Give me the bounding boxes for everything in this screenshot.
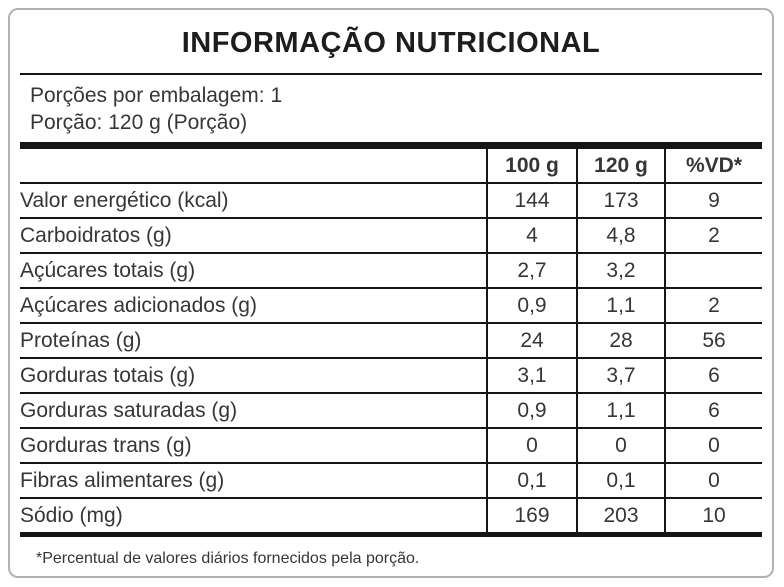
value-per-100g: 3,1 [486, 357, 577, 393]
serving-info: Porções por embalagem: 1 Porção: 120 g (… [20, 82, 762, 136]
value-per-120g: 173 [576, 182, 665, 218]
nutrition-table: 100 g 120 g %VD* Valor energético (kcal)… [20, 149, 762, 532]
nutrient-name: Carboidratos (g) [20, 217, 487, 253]
table-row-fibras-alimentares: Fibras alimentares (g) 0,1 0,1 0 [20, 462, 762, 498]
nutrient-name: Sódio (mg) [20, 497, 487, 532]
title-divider [20, 73, 762, 75]
value-percent-vd: 6 [664, 357, 762, 393]
value-per-120g: 1,1 [576, 392, 665, 428]
nutrient-name: Valor energético (kcal) [20, 182, 487, 218]
table-row-acucares-totais: Açúcares totais (g) 2,7 3,2 [20, 252, 762, 288]
value-per-100g: 24 [486, 322, 577, 358]
value-per-120g: 28 [576, 322, 665, 358]
table-row-valor-energetico: Valor energético (kcal) 144 173 9 [20, 182, 762, 218]
table-top-bar [20, 142, 762, 149]
portion-size-text: Porção: 120 g (Porção) [30, 111, 248, 134]
value-per-120g: 0,1 [576, 462, 665, 498]
value-per-120g: 0 [576, 427, 665, 463]
value-per-100g: 0,9 [486, 287, 577, 323]
table-header-row: 100 g 120 g %VD* [20, 149, 762, 183]
nutrient-name: Gorduras totais (g) [20, 357, 487, 393]
table-row-carboidratos: Carboidratos (g) 4 4,8 2 [20, 217, 762, 253]
value-per-100g: 0,9 [486, 392, 577, 428]
nutrient-name: Fibras alimentares (g) [20, 462, 487, 498]
servings-per-package-text: Porções por embalagem: 1 [30, 84, 283, 107]
nutrient-name: Açúcares adicionados (g) [20, 287, 487, 323]
table-row-sodio: Sódio (mg) 169 203 10 [20, 497, 762, 532]
column-header-120g: 120 g [576, 149, 665, 183]
value-percent-vd: 10 [664, 497, 762, 532]
value-percent-vd: 2 [664, 217, 762, 253]
value-per-100g: 0 [486, 427, 577, 463]
table-row-gorduras-trans: Gorduras trans (g) 0 0 0 [20, 427, 762, 463]
value-per-100g: 2,7 [486, 252, 577, 288]
value-percent-vd: 6 [664, 392, 762, 428]
column-header-100g: 100 g [486, 149, 577, 183]
table-row-gorduras-saturadas: Gorduras saturadas (g) 0,9 1,1 6 [20, 392, 762, 428]
label-title: INFORMAÇÃO NUTRICIONAL [181, 27, 601, 59]
table-row-acucares-adicionados: Açúcares adicionados (g) 0,9 1,1 2 [20, 287, 762, 323]
value-per-100g: 0,1 [486, 462, 577, 498]
nutrient-name: Proteínas (g) [20, 322, 487, 358]
column-header-vd: %VD* [664, 149, 762, 183]
table-row-gorduras-totais: Gorduras totais (g) 3,1 3,7 6 [20, 357, 762, 393]
table-bottom-bar [20, 532, 762, 537]
value-percent-vd: 9 [664, 182, 762, 218]
table-row-proteinas: Proteínas (g) 24 28 56 [20, 322, 762, 358]
value-percent-vd: 0 [664, 462, 762, 498]
nutrition-label-panel: INFORMAÇÃO NUTRICIONAL Porções por embal… [8, 8, 774, 578]
value-per-120g: 3,7 [576, 357, 665, 393]
value-percent-vd [664, 252, 762, 288]
nutrient-name: Gorduras trans (g) [20, 427, 487, 463]
footnote: *Percentual de valores diários fornecido… [36, 550, 420, 567]
value-per-120g: 3,2 [576, 252, 665, 288]
value-per-120g: 203 [576, 497, 665, 532]
value-per-120g: 1,1 [576, 287, 665, 323]
value-percent-vd: 0 [664, 427, 762, 463]
value-percent-vd: 56 [664, 322, 762, 358]
value-per-120g: 4,8 [576, 217, 665, 253]
value-per-100g: 144 [486, 182, 577, 218]
nutrient-name: Gorduras saturadas (g) [20, 392, 487, 428]
value-percent-vd: 2 [664, 287, 762, 323]
nutrient-name: Açúcares totais (g) [20, 252, 487, 288]
header-empty-cell [20, 149, 487, 183]
value-per-100g: 169 [486, 497, 577, 532]
value-per-100g: 4 [486, 217, 577, 253]
